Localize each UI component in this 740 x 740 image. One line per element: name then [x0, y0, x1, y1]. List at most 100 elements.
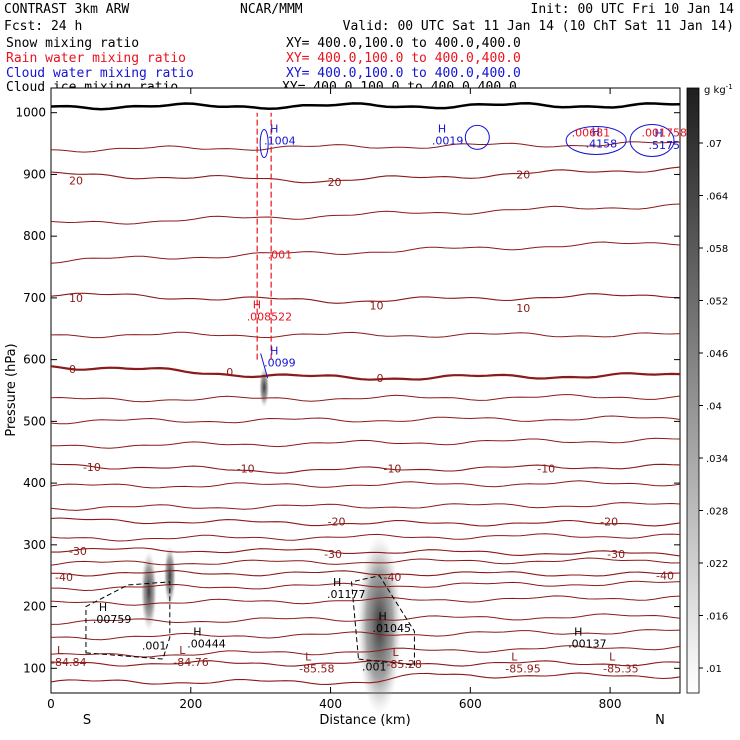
isotherm-label-12: 0 [69, 363, 76, 376]
isotherm-minor-4 [51, 580, 681, 592]
colorbar-tick-label-1: .064 [706, 192, 728, 203]
isotherm-minor-15 [50, 141, 681, 153]
isotherm-label-19: 20 [328, 176, 342, 189]
cloud-water-contour-2 [629, 123, 675, 157]
extremum-value-1: -84.76 [173, 656, 208, 669]
hydrometeor-contours [85, 112, 675, 666]
extremum-kind-1: L [179, 644, 186, 657]
y-tick-label-2: 300 [23, 538, 46, 552]
extremum-value-7: .00759 [93, 613, 132, 626]
extremum-kind-8: H [378, 610, 386, 623]
extremum-value-6: .00444 [187, 638, 226, 651]
extremum-value-13: .1004 [264, 134, 296, 147]
cloud-water-contour-3 [259, 129, 269, 159]
isotherm-label-10: -10 [383, 462, 401, 475]
extremum-value-10: .00137 [568, 638, 607, 651]
isotherm-minor-3 [50, 595, 681, 606]
isotherm-label-14: 0 [376, 372, 383, 385]
y-tick-label-8: 900 [23, 167, 46, 181]
isotherm-minor-11 [50, 394, 681, 403]
isotherm-minor-6 [50, 533, 681, 542]
extremum-value-15: .4158 [586, 138, 618, 151]
extremum-kind-9: H [333, 576, 341, 589]
isotherm-m80-1 [50, 660, 681, 667]
isotherm-label-8: -10 [83, 461, 101, 474]
ground-surface-line [50, 102, 681, 111]
snow-shade-2 [163, 545, 176, 606]
x-tick-label-0: 0 [47, 697, 55, 711]
isotherm-minor-10 [50, 415, 681, 425]
snow-shade-0 [357, 535, 402, 716]
extremum-kind-14: H [438, 122, 446, 135]
isotherm-label-18: 20 [69, 175, 83, 188]
isotherm-m30-3 [51, 547, 681, 557]
isotherm-m10-5 [50, 463, 681, 474]
x-end-label-north: N [655, 713, 665, 728]
isotherm-minor-13 [50, 241, 681, 264]
extremum-value-9: .01177 [327, 588, 366, 601]
extremum-value-8: .01045 [372, 622, 411, 635]
y-tick-label-4: 500 [23, 414, 46, 428]
snow-shade-1 [140, 551, 157, 632]
isotherm-10-7 [50, 292, 680, 304]
isotherm-m80-0 [50, 672, 681, 685]
extremum-kind-16: H [655, 127, 663, 140]
x-tick-label-3: 600 [459, 697, 482, 711]
contour-value-2: .001 [268, 249, 293, 262]
init-time: Init: 00 UTC Fri 10 Jan 14 [530, 2, 735, 17]
isotherm-minor-7 [50, 502, 681, 511]
isotherm-label-6: -20 [328, 515, 346, 528]
field-xy-cloud-water: XY= 400.0,100.0 to 400.0,400.0 [286, 66, 521, 81]
colorbar-unit: g kg-1 [704, 83, 733, 96]
isotherm-minor-9 [51, 437, 681, 449]
institution-label: NCAR/MMM [240, 2, 303, 17]
contour-value-4: .001758 [642, 126, 688, 139]
extremum-value-2: -85.58 [299, 662, 334, 675]
field-xy-snow: XY= 400.0,100.0 to 400.0,400.0 [286, 36, 521, 51]
x-tick-label-2: 400 [319, 697, 342, 711]
isotherm-minor-14 [50, 203, 681, 225]
extremum-kind-15: H [592, 126, 600, 139]
colorbar-tick-label-9: .016 [706, 612, 728, 623]
colorbar-tick-label-6: .034 [706, 454, 728, 465]
isotherm-label-15: 10 [69, 292, 83, 305]
y-tick-label-0: 100 [23, 661, 46, 675]
contour-value-1: .001 [362, 660, 387, 673]
snow-shading [140, 367, 402, 716]
colorbar: .07 .064 .058 .052 .046 .04 .034 .028 .022 .016 .0… [686, 87, 728, 694]
field-name-snow: Snow mixing ratio [6, 36, 140, 51]
extremum-kind-0: L [57, 644, 64, 657]
isotherm-label-17: 10 [516, 302, 530, 315]
colorbar-tick-label-3: .052 [706, 297, 728, 308]
colorbar-ramp [686, 87, 700, 694]
temperature-contours [50, 102, 681, 685]
extremum-kind-12: H [253, 298, 261, 311]
isotherm-minor-5 [50, 557, 681, 566]
extremum-kind-4: L [511, 650, 518, 663]
x-tick-label-1: 200 [179, 697, 202, 711]
isotherm-label-11: -10 [537, 462, 555, 475]
extremum-kind-13: H [270, 122, 278, 135]
isotherm-minor-1 [50, 629, 681, 641]
isotherm-minor-2 [50, 613, 681, 625]
cloud-water-contour-1 [565, 125, 627, 155]
isotherm-label-9: -10 [237, 462, 255, 475]
extremum-kind-3: L [392, 646, 399, 659]
colorbar-tick-label-2: .058 [706, 244, 728, 255]
isotherm-m40-2 [51, 570, 681, 577]
extremum-value-0: -84.84 [51, 656, 86, 669]
extremum-kind-2: L [305, 650, 312, 663]
extremum-kind-6: H [193, 626, 201, 639]
extremum-kind-5: L [609, 650, 616, 663]
cloud-water-contour-0 [464, 124, 490, 150]
model-title: CONTRAST 3km ARW [4, 2, 130, 17]
cloud-water-contour-upper [260, 353, 269, 379]
isotherm-label-20: 20 [516, 168, 530, 181]
extremum-value-11: .0099 [264, 357, 296, 370]
colorbar-tick-label-4: .046 [706, 349, 728, 360]
isotherm-label-3: -30 [69, 545, 87, 558]
colorbar-tick-label-5: .04 [706, 402, 722, 413]
isotherm-minor-12 [50, 331, 681, 339]
x-end-label-south: S [83, 713, 91, 728]
